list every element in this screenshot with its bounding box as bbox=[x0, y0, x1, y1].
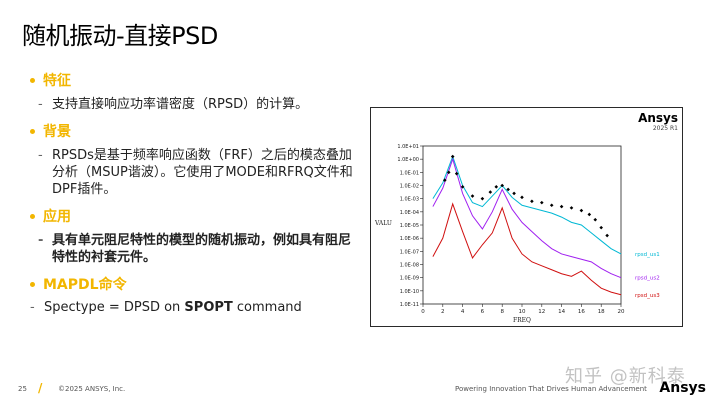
legend-label: rpsd_us1 bbox=[635, 252, 660, 258]
background-item: - RPSDs是基于频率响应函数（FRF）之后的模态叠加分析（MSUP谐波）。它… bbox=[38, 148, 353, 197]
marker-point bbox=[587, 212, 592, 217]
x-tick-label: 18 bbox=[598, 309, 605, 315]
dash-marker: - bbox=[38, 233, 44, 248]
legend-label: rpsd_us3 bbox=[635, 293, 660, 299]
y-tick-label: 1.0E-07 bbox=[400, 249, 419, 255]
marker-point bbox=[506, 187, 510, 192]
bullet-dot bbox=[30, 77, 35, 83]
command-keyword: SPOPT bbox=[184, 300, 233, 315]
bullet-dot bbox=[30, 281, 35, 287]
features-item: - 支持直接响应功率谱密度（RPSD）的计算。 bbox=[38, 97, 309, 112]
series-line-rpsd_us1 bbox=[432, 155, 622, 255]
bullet-dot bbox=[30, 128, 35, 134]
y-tick-label: 1.0E-08 bbox=[400, 263, 419, 269]
marker-point bbox=[549, 203, 554, 208]
marker-point bbox=[450, 154, 455, 159]
x-tick-label: 20 bbox=[618, 309, 625, 315]
marker-point bbox=[454, 171, 459, 176]
footer-brand-logo: Ansys bbox=[659, 380, 706, 396]
y-tick-label: 1.0E-03 bbox=[400, 197, 419, 203]
plot-brand-logo: Ansys bbox=[638, 111, 678, 125]
dash-marker: - bbox=[38, 148, 43, 163]
marker-point bbox=[579, 208, 584, 213]
page-number: 25 bbox=[18, 385, 27, 393]
command-line: - Spectype = DPSD on SPOPT command bbox=[30, 300, 360, 315]
y-tick-label: 1.0E-05 bbox=[400, 223, 419, 229]
command-suffix: command bbox=[232, 300, 302, 315]
y-tick-label: 1.0E-09 bbox=[400, 276, 419, 282]
marker-point bbox=[605, 233, 609, 238]
section-title: MAPDL命令 bbox=[43, 277, 127, 293]
section-application: 应用 bbox=[30, 206, 360, 226]
watermark-text: 知乎 @新科泰 bbox=[565, 366, 686, 387]
section-background: 背景 bbox=[30, 121, 360, 141]
x-tick-label: 2 bbox=[441, 309, 445, 315]
marker-point bbox=[442, 178, 447, 183]
tagline-text: Powering Innovation That Drives Human Ad… bbox=[455, 385, 647, 393]
x-tick-label: 16 bbox=[578, 309, 585, 315]
x-tick-label: 14 bbox=[558, 309, 565, 315]
marker-point bbox=[540, 200, 544, 205]
application-item: - 具有单元阻尼特性的模型的随机振动，例如具有阻尼特性的衬套元件。 bbox=[38, 233, 352, 265]
content-area: 特征 - 支持直接响应功率谱密度（RPSD）的计算。 背景 - RPSDs是基于… bbox=[30, 70, 360, 321]
y-tick-label: 1.0E-04 bbox=[400, 210, 419, 216]
y-tick-label: 1.0E-06 bbox=[400, 236, 419, 242]
plot-version: 2025 R1 bbox=[652, 125, 678, 132]
section-title: 应用 bbox=[43, 209, 71, 225]
slash-mark: / bbox=[38, 381, 43, 395]
x-axis-label: FREQ bbox=[513, 317, 531, 324]
y-tick-label: 1.0E-02 bbox=[400, 184, 419, 190]
x-tick-label: 8 bbox=[500, 309, 504, 315]
marker-point bbox=[530, 199, 534, 204]
marker-point bbox=[569, 206, 574, 210]
y-tick-label: 1.0E-01 bbox=[400, 170, 419, 176]
marker-point bbox=[480, 196, 485, 201]
y-tick-label: 1.0E+00 bbox=[397, 157, 419, 163]
section-mapdl-command: MAPDL命令 bbox=[30, 274, 360, 294]
psd-plot: 1.0E+01 1.0E+00 1.0E-01 1.0E-02 1.0E-03 1.0E-… bbox=[370, 107, 683, 327]
marker-point bbox=[488, 190, 493, 194]
copyright-text: ©2025 ANSYS, Inc. bbox=[58, 385, 126, 393]
command-prefix: Spectype = DPSD on bbox=[44, 300, 185, 315]
dash-marker: - bbox=[38, 97, 43, 112]
marker-point bbox=[559, 204, 564, 209]
series-line-rpsd_us3 bbox=[432, 202, 622, 296]
marker-point bbox=[593, 217, 598, 222]
x-tick-label: 12 bbox=[538, 309, 545, 315]
marker-point bbox=[520, 195, 524, 200]
y-axis-label: VALU bbox=[374, 220, 392, 227]
y-tick-label: 1.0E-11 bbox=[400, 302, 419, 308]
marker-point bbox=[500, 183, 504, 188]
dash-marker: - bbox=[30, 300, 35, 315]
section-features: 特征 bbox=[30, 70, 360, 90]
section-title: 特征 bbox=[43, 73, 71, 89]
section-title: 背景 bbox=[43, 124, 71, 140]
x-tick-label: 6 bbox=[481, 309, 485, 315]
x-tick-label: 4 bbox=[461, 309, 465, 315]
psd-chart: 1.0E+01 1.0E+00 1.0E-01 1.0E-02 1.0E-03 1.0E-… bbox=[374, 144, 660, 324]
marker-point bbox=[512, 191, 516, 196]
slide-footer: 25 / ©2025 ANSYS, Inc. Powering Innovati… bbox=[0, 377, 720, 405]
marker-point bbox=[599, 225, 603, 230]
legend-label: rpsd_us2 bbox=[635, 276, 660, 282]
bullet-dot bbox=[30, 213, 35, 219]
marker-point bbox=[470, 194, 475, 198]
x-tick-label: 0 bbox=[421, 309, 425, 315]
y-tick-label: 1.0E+01 bbox=[397, 144, 419, 150]
marker-point bbox=[494, 185, 499, 189]
x-tick-label: 10 bbox=[519, 309, 526, 315]
series-line-rpsd_us2 bbox=[432, 157, 622, 279]
slide-title: 随机振动-直接PSD bbox=[22, 22, 218, 50]
y-tick-label: 1.0E-10 bbox=[400, 289, 419, 295]
